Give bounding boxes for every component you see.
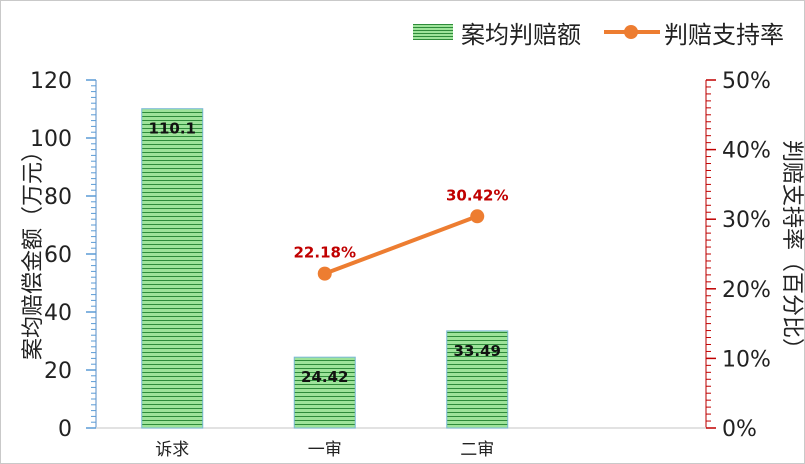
left-tick-label: 20 [44, 359, 72, 384]
bar [293, 356, 356, 429]
bar [446, 330, 509, 429]
legend-bar-label: 案均判赔额 [461, 20, 581, 49]
line-data-label: 30.42% [446, 186, 508, 204]
right-tick-label: 0% [722, 417, 757, 442]
left-tick-label: 40 [44, 301, 72, 326]
right-tick-label: 10% [722, 347, 771, 372]
right-tick-label: 40% [722, 139, 771, 164]
x-tick-label: 诉求 [155, 440, 189, 460]
right-tick-label: 30% [722, 208, 771, 233]
x-tick-label: 一审 [308, 440, 342, 460]
right-tick-label: 50% [722, 69, 771, 94]
line-point [470, 209, 485, 224]
left-tick-label: 0 [58, 417, 72, 442]
bar-data-label: 33.49 [454, 342, 501, 360]
legend-bar-swatch [413, 24, 453, 40]
x-tick-label: 二审 [460, 440, 494, 460]
line-point [317, 266, 332, 281]
left-tick-label: 120 [30, 69, 72, 94]
left-tick-label: 60 [44, 243, 72, 268]
y-axis-title-left: 案均赔偿金额（万元） [21, 140, 46, 360]
legend-line-swatch [604, 24, 660, 40]
left-tick-label: 80 [44, 185, 72, 210]
bar-data-label: 24.42 [301, 368, 348, 386]
bar-data-label: 110.1 [149, 120, 196, 138]
line-series [324, 214, 478, 276]
legend-item-line: 判赔支持率 [604, 14, 784, 50]
right-tick-label: 20% [722, 278, 771, 303]
left-tick-label: 100 [30, 127, 72, 152]
y-axis-title-right: 判赔支持率（百分比） [779, 140, 804, 360]
legend-line-label: 判赔支持率 [664, 20, 784, 49]
legend-item-bar: 案均判赔额 [413, 14, 581, 50]
bar [141, 108, 204, 429]
line-data-label: 22.18% [294, 244, 356, 262]
